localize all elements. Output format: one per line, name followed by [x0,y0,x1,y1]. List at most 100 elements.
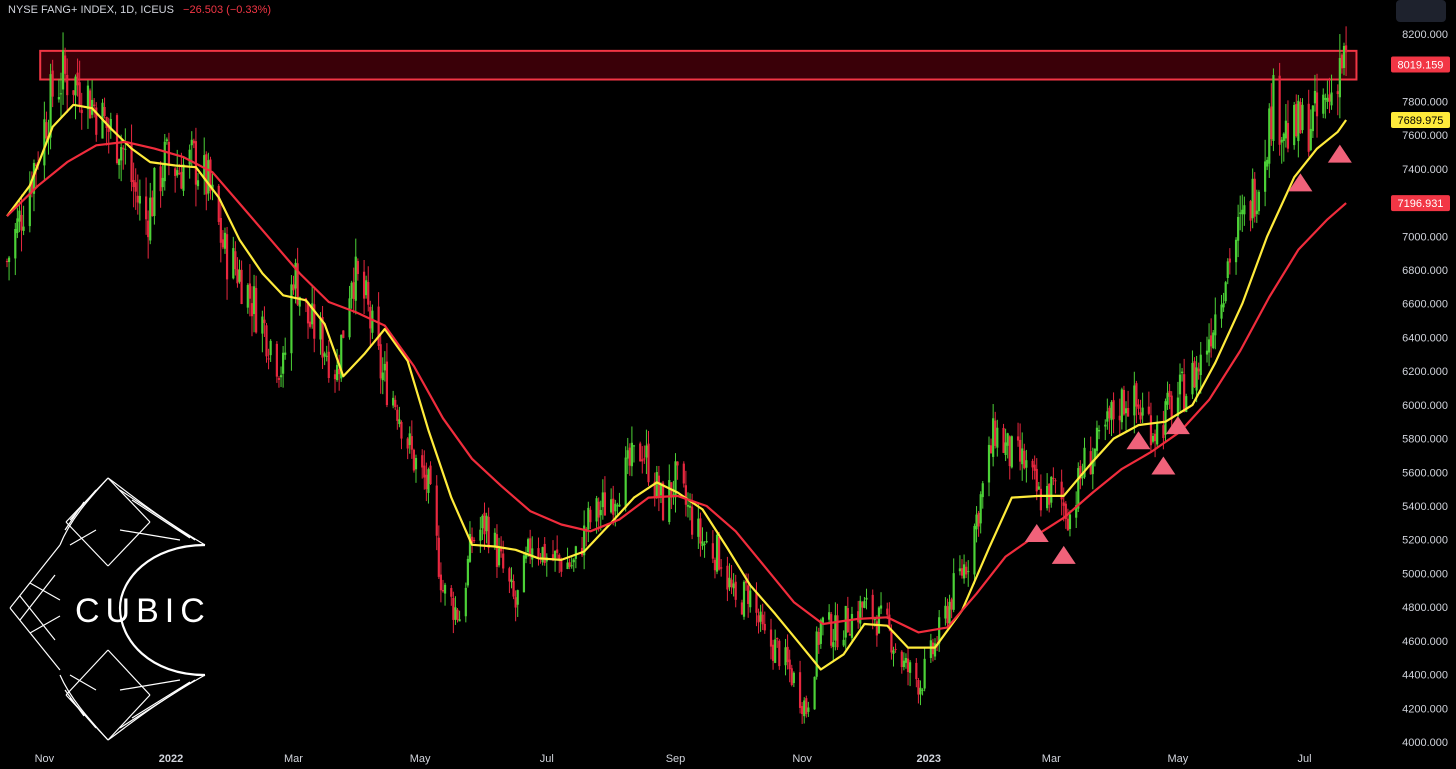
candle [263,306,266,337]
symbol-title[interactable]: NYSE FANG+ INDEX, 1D, ICEUS [8,4,174,16]
candle [815,626,818,680]
candle [792,671,795,688]
candle [568,558,571,570]
candle [682,461,685,488]
candle [522,553,526,593]
candle [1166,381,1169,410]
candle [742,580,746,620]
candle [610,488,613,514]
candle [1280,137,1283,164]
candle [639,441,642,462]
candle [705,531,708,544]
candle [668,464,671,525]
candle [261,310,264,353]
candle [502,540,505,573]
toolbar-button[interactable] [1396,0,1446,22]
candle [107,117,110,154]
candle [352,267,355,314]
candle [877,606,881,634]
candle [450,585,453,606]
candle [632,444,636,463]
candle [892,646,895,667]
candle [437,525,440,579]
candle [1033,455,1036,480]
candle [51,59,54,108]
triangle-marker [1051,545,1076,564]
candle [717,532,721,571]
candle [1031,458,1034,480]
price-tag: 8019.159 [1391,56,1450,73]
candle [217,183,220,225]
candle [508,566,511,594]
candle [454,596,457,625]
candle [182,156,185,197]
candle [1137,399,1140,415]
candle [1008,435,1011,480]
candle [987,436,991,497]
candle [348,285,351,340]
candle [871,589,874,630]
candle [570,557,573,569]
candle [203,137,206,195]
x-tick-label: Jul [540,753,554,765]
candle [996,419,999,457]
candle [429,461,432,485]
candle [1338,34,1341,119]
moving-averages-layer [6,103,1347,671]
candle [427,467,430,504]
candle [1002,423,1005,454]
candle [1286,100,1290,153]
candle [252,274,256,333]
candle [960,559,964,579]
candle [902,652,905,671]
candle [1307,89,1310,157]
candle [20,194,23,252]
candle [875,615,878,647]
candle [763,611,766,634]
candle [832,628,835,661]
candle [153,167,156,225]
candle [1139,399,1142,424]
candle [699,512,702,557]
candle [72,90,75,104]
x-tick-label: Nov [792,753,812,765]
candle [441,579,445,593]
candle [265,322,268,363]
candle [846,596,849,634]
candle [470,527,474,554]
candle [225,226,229,300]
candle [1243,196,1246,226]
svg-text:7689.975: 7689.975 [1398,115,1444,127]
candle [1253,172,1256,223]
candle [1205,336,1209,363]
candle [78,60,81,113]
candle [1220,294,1223,328]
candle [975,506,978,543]
candle [379,333,382,394]
candle [64,47,67,83]
candle [1251,168,1254,229]
candle [1153,429,1157,458]
candle [238,259,241,284]
candle [414,454,418,483]
candle [267,348,270,370]
candle [946,598,949,629]
y-tick-label: 6400.000 [1402,332,1448,344]
x-tick-label: Jul [1298,753,1312,765]
y-tick-label: 5200.000 [1402,535,1448,547]
candle [1297,94,1300,158]
candle [163,133,166,191]
candle [514,590,517,622]
candle [531,536,534,568]
candle [1120,387,1123,430]
candle [626,437,629,475]
candle [915,658,918,688]
candle [406,437,409,460]
candle [850,606,854,642]
candle [653,472,656,507]
candle [1097,425,1101,440]
candle [165,137,168,145]
candle [558,553,561,574]
candle [624,446,627,512]
